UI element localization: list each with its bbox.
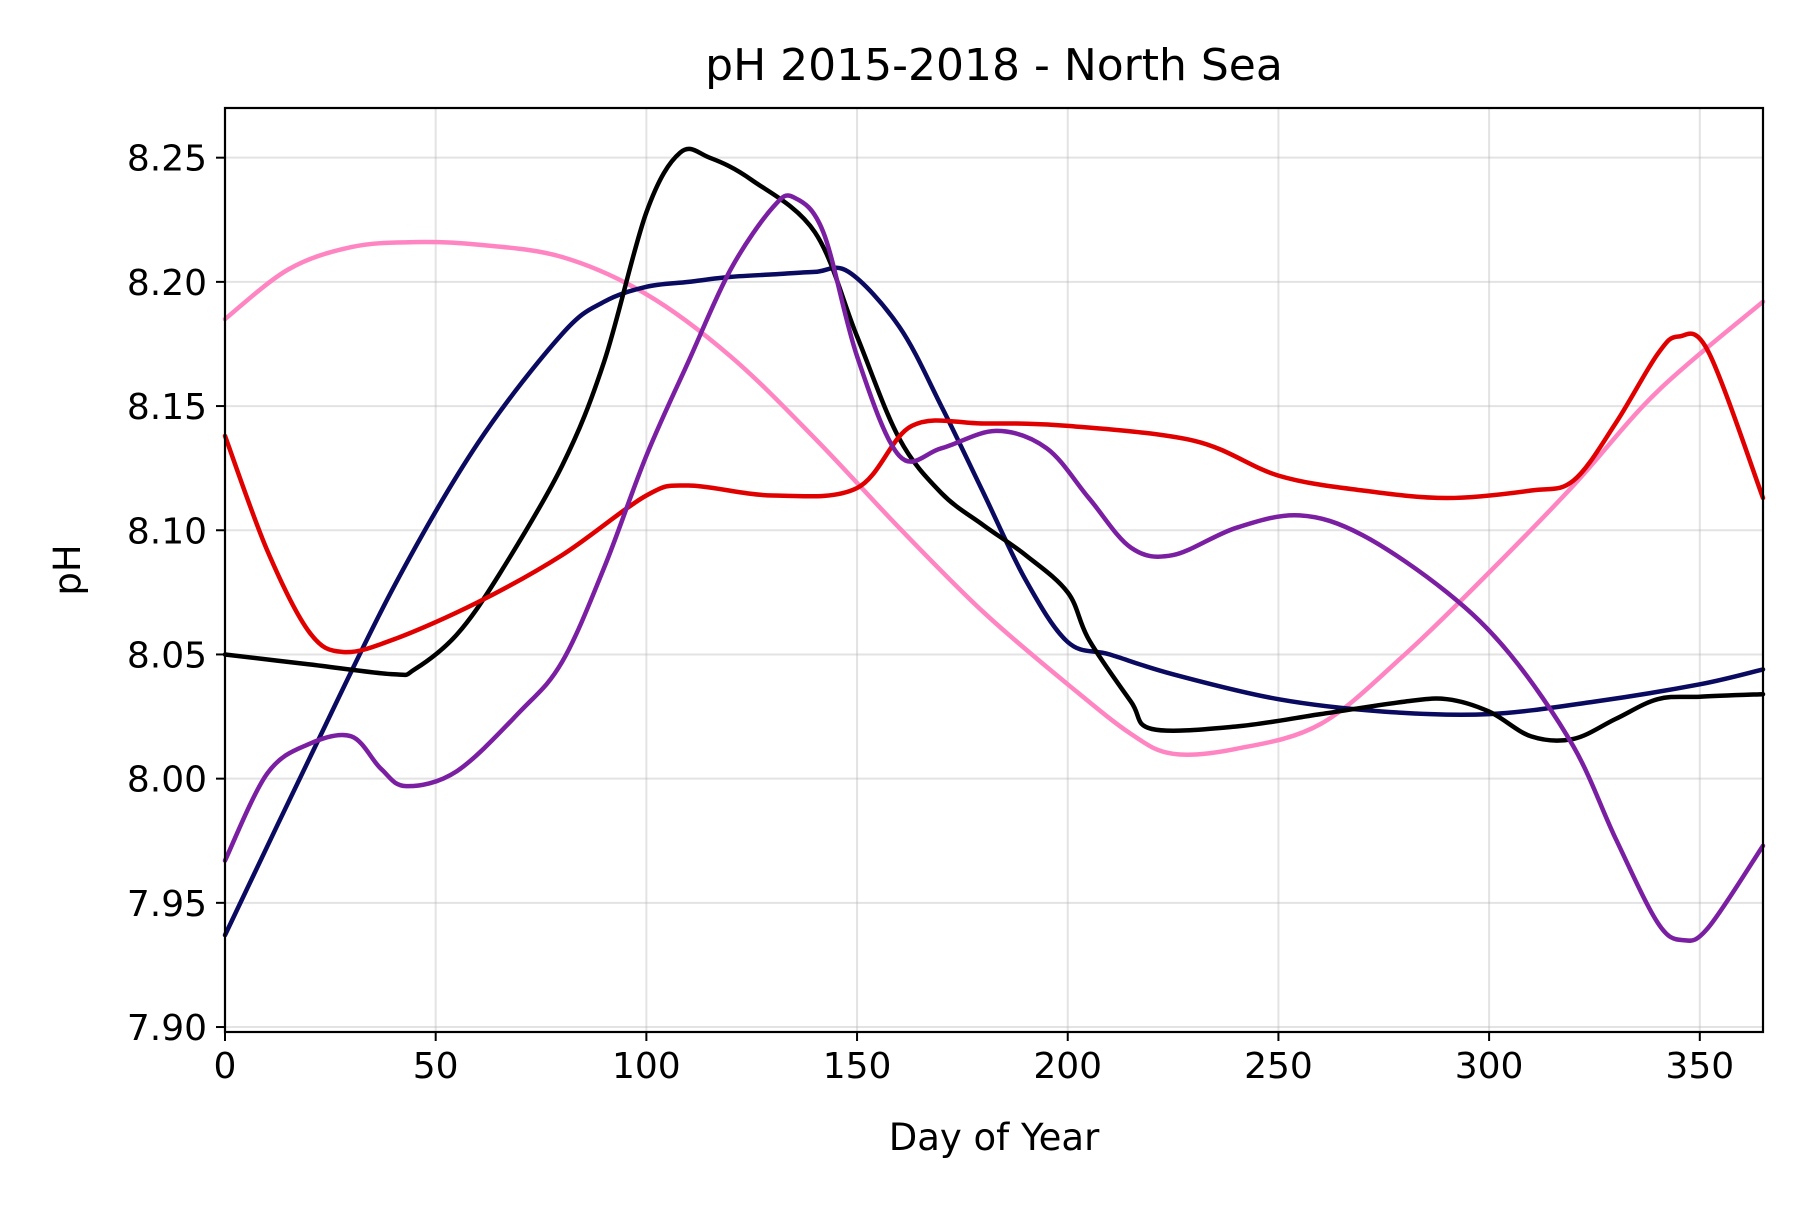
y-tick-label: 8.00: [127, 760, 207, 801]
plot-frame: [223, 106, 1765, 1034]
y-axis-label: pH: [46, 544, 89, 595]
x-axis: 0 50 100 150 200 250 300 350: [214, 1032, 1734, 1087]
series-line-1: [222, 146, 1766, 743]
x-tick-label: 100: [612, 1046, 681, 1087]
y-tick-label: 8.05: [127, 635, 207, 676]
y-tick-label: 8.20: [127, 263, 207, 304]
y-tick-label: 8.15: [127, 387, 207, 428]
x-axis-label: Day of Year: [889, 1116, 1100, 1159]
y-axis: 7.90 7.95 8.00 8.05 8.10 8.15 8.20 8.25: [127, 139, 225, 1049]
x-tick-label: 0: [214, 1046, 237, 1087]
x-tick-label: 200: [1033, 1046, 1102, 1087]
y-tick-label: 7.90: [127, 1008, 207, 1049]
y-tick-label: 8.25: [127, 139, 207, 180]
x-tick-label: 350: [1665, 1046, 1734, 1087]
series-line-3: [222, 193, 1766, 943]
x-tick-label: 150: [823, 1046, 892, 1087]
series-group: [222, 146, 1766, 943]
series-line-5: [222, 239, 1766, 758]
y-tick-label: 8.10: [127, 511, 207, 552]
x-tick-label: 50: [413, 1046, 459, 1087]
series-line-2: [222, 265, 1766, 938]
chart-title: pH 2015-2018 - North Sea: [705, 40, 1283, 91]
x-tick-label: 250: [1244, 1046, 1313, 1087]
x-tick-label: 300: [1455, 1046, 1524, 1087]
y-tick-label: 7.95: [127, 884, 207, 925]
series-line-4: [222, 331, 1766, 655]
